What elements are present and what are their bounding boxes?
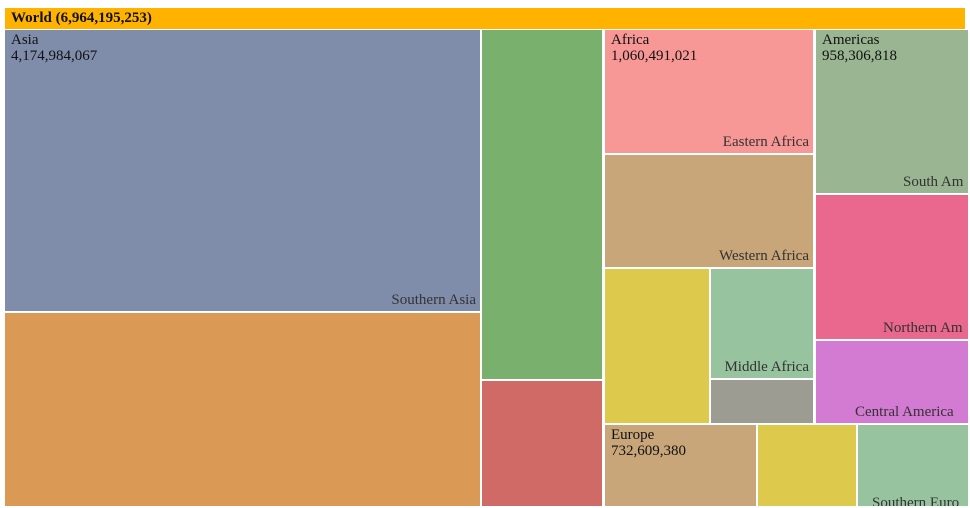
treemap-cell-europe-13[interactable] bbox=[758, 425, 858, 508]
subregion-label: Southern Euro bbox=[872, 495, 960, 508]
region-value-africa: 1,060,491,021 bbox=[611, 48, 698, 64]
region-value-asia: 4,174,984,067 bbox=[11, 48, 98, 64]
treemap-cell-south-america[interactable]: South Am bbox=[816, 30, 970, 195]
region-title-americas: Americas bbox=[822, 32, 880, 48]
treemap-cell-eastern-africa[interactable]: Eastern Africa bbox=[605, 30, 815, 155]
treemap-cell-middle-africa[interactable]: Middle Africa bbox=[711, 269, 815, 380]
subregion-label: Central America bbox=[855, 404, 954, 420]
treemap-cell-southern-asia[interactable]: Southern Asia bbox=[5, 30, 482, 313]
subregion-label: Southern Asia bbox=[391, 292, 476, 308]
subregion-label: South Am bbox=[903, 174, 964, 190]
treemap-cell-africa-8[interactable] bbox=[711, 380, 815, 425]
subregion-label: Eastern Africa bbox=[722, 134, 809, 150]
treemap-cell-southern-europe[interactable]: Southern Euro bbox=[858, 425, 970, 508]
region-value-europe: 732,609,380 bbox=[611, 443, 686, 459]
treemap-cell-central-america[interactable]: Central America bbox=[816, 341, 970, 425]
subregion-label: Middle Africa bbox=[724, 359, 809, 375]
treemap-cell-asia-1[interactable] bbox=[5, 313, 482, 508]
treemap-cell-asia-2[interactable] bbox=[482, 30, 604, 381]
treemap-cell-western-africa[interactable]: Western Africa bbox=[605, 155, 815, 269]
treemap-cell-africa-6[interactable] bbox=[605, 269, 711, 425]
treemap-root-header[interactable]: World (6,964,195,253) bbox=[5, 8, 965, 29]
region-title-africa: Africa bbox=[611, 32, 650, 48]
treemap-cell-europe-12[interactable] bbox=[605, 425, 758, 508]
region-title-europe: Europe bbox=[611, 427, 655, 443]
subregion-label: Western Africa bbox=[719, 248, 809, 264]
treemap-cell-asia-3[interactable] bbox=[482, 381, 604, 508]
region-title-asia: Asia bbox=[11, 32, 39, 48]
region-value-americas: 958,306,818 bbox=[822, 48, 897, 64]
subregion-label: Northern Am bbox=[883, 320, 963, 336]
treemap-cell-northern-america[interactable]: Northern Am bbox=[816, 195, 970, 341]
